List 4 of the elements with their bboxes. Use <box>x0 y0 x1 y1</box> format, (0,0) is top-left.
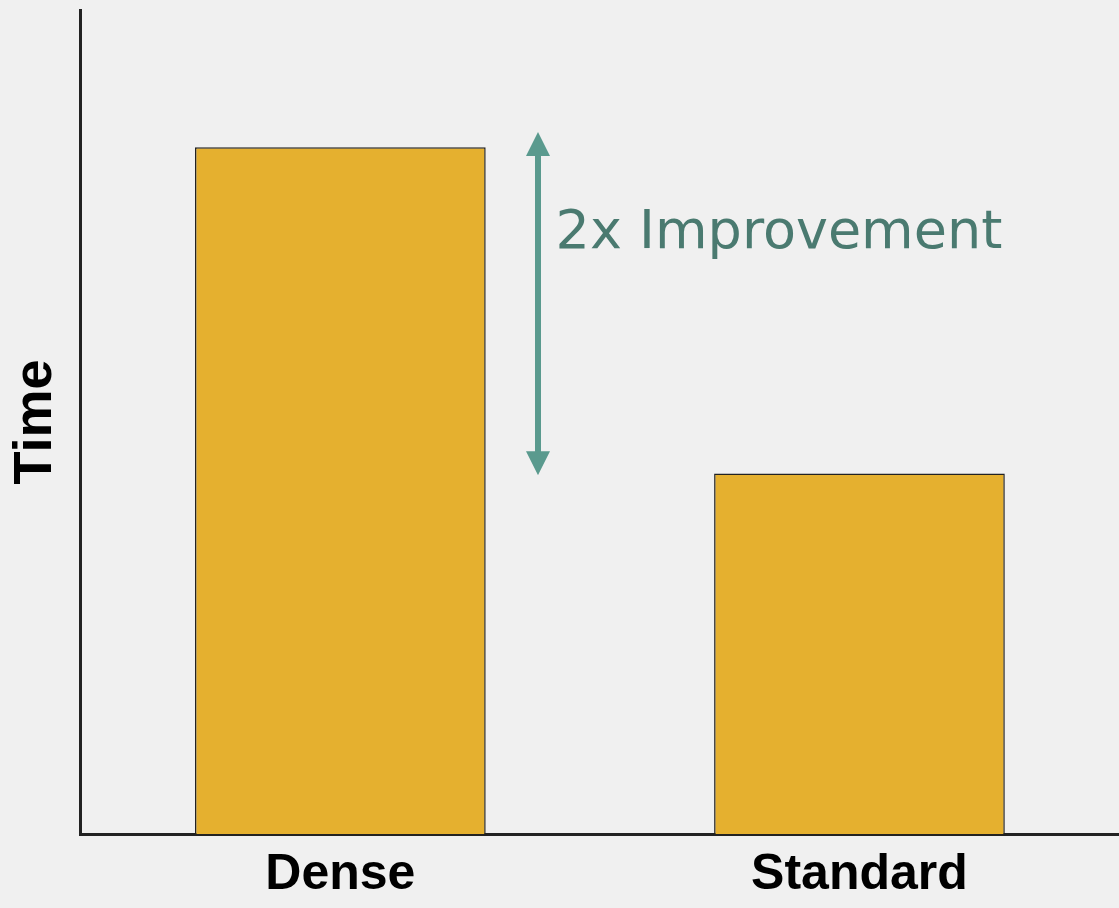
y-axis-title: Time <box>2 359 63 485</box>
annotation: 2x Improvement <box>555 197 1003 261</box>
x-tick-label: Dense <box>265 843 416 900</box>
x-tick-label: Standard <box>751 843 968 900</box>
